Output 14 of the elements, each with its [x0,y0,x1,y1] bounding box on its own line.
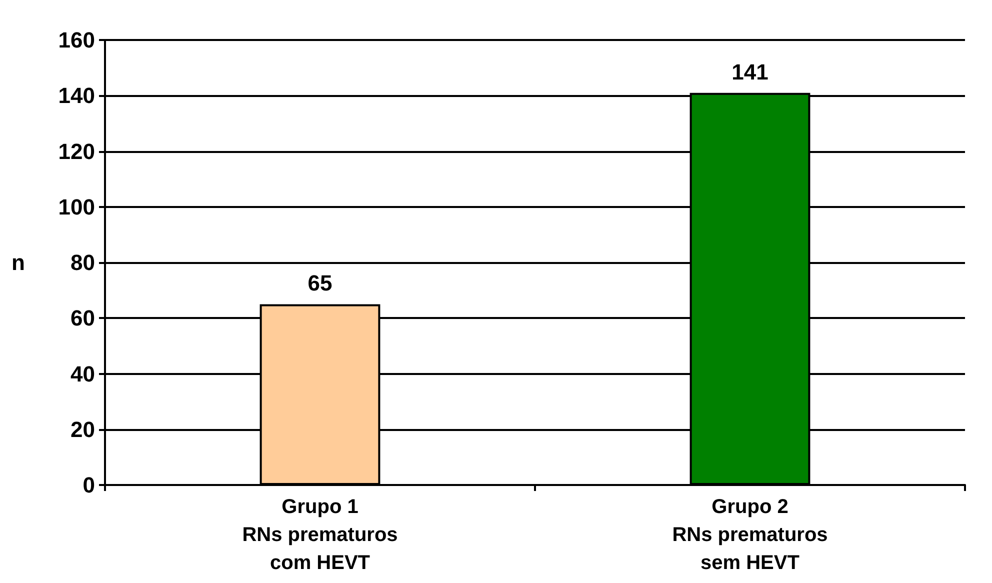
y-tick-label: 60 [70,306,95,331]
y-tick-label: 40 [70,361,95,386]
x-tick-label: Grupo 2 RNs prematuros sem HEVT [672,496,828,574]
y-tick-label: 120 [58,138,95,164]
data-label: 141 [732,59,768,84]
y-tick-label: 160 [58,28,95,52]
y-tick-label: 100 [58,194,95,220]
y-tick-label: 140 [58,83,95,108]
data-label: 65 [308,270,332,296]
y-tick-label: 0 [82,472,95,498]
x-tick-label: Grupo 1 RNs prematuros com HEVT [242,496,398,574]
y-tick-label: 20 [70,416,95,442]
y-axis-title: n [12,250,25,275]
y-tick-label: 80 [70,250,95,275]
